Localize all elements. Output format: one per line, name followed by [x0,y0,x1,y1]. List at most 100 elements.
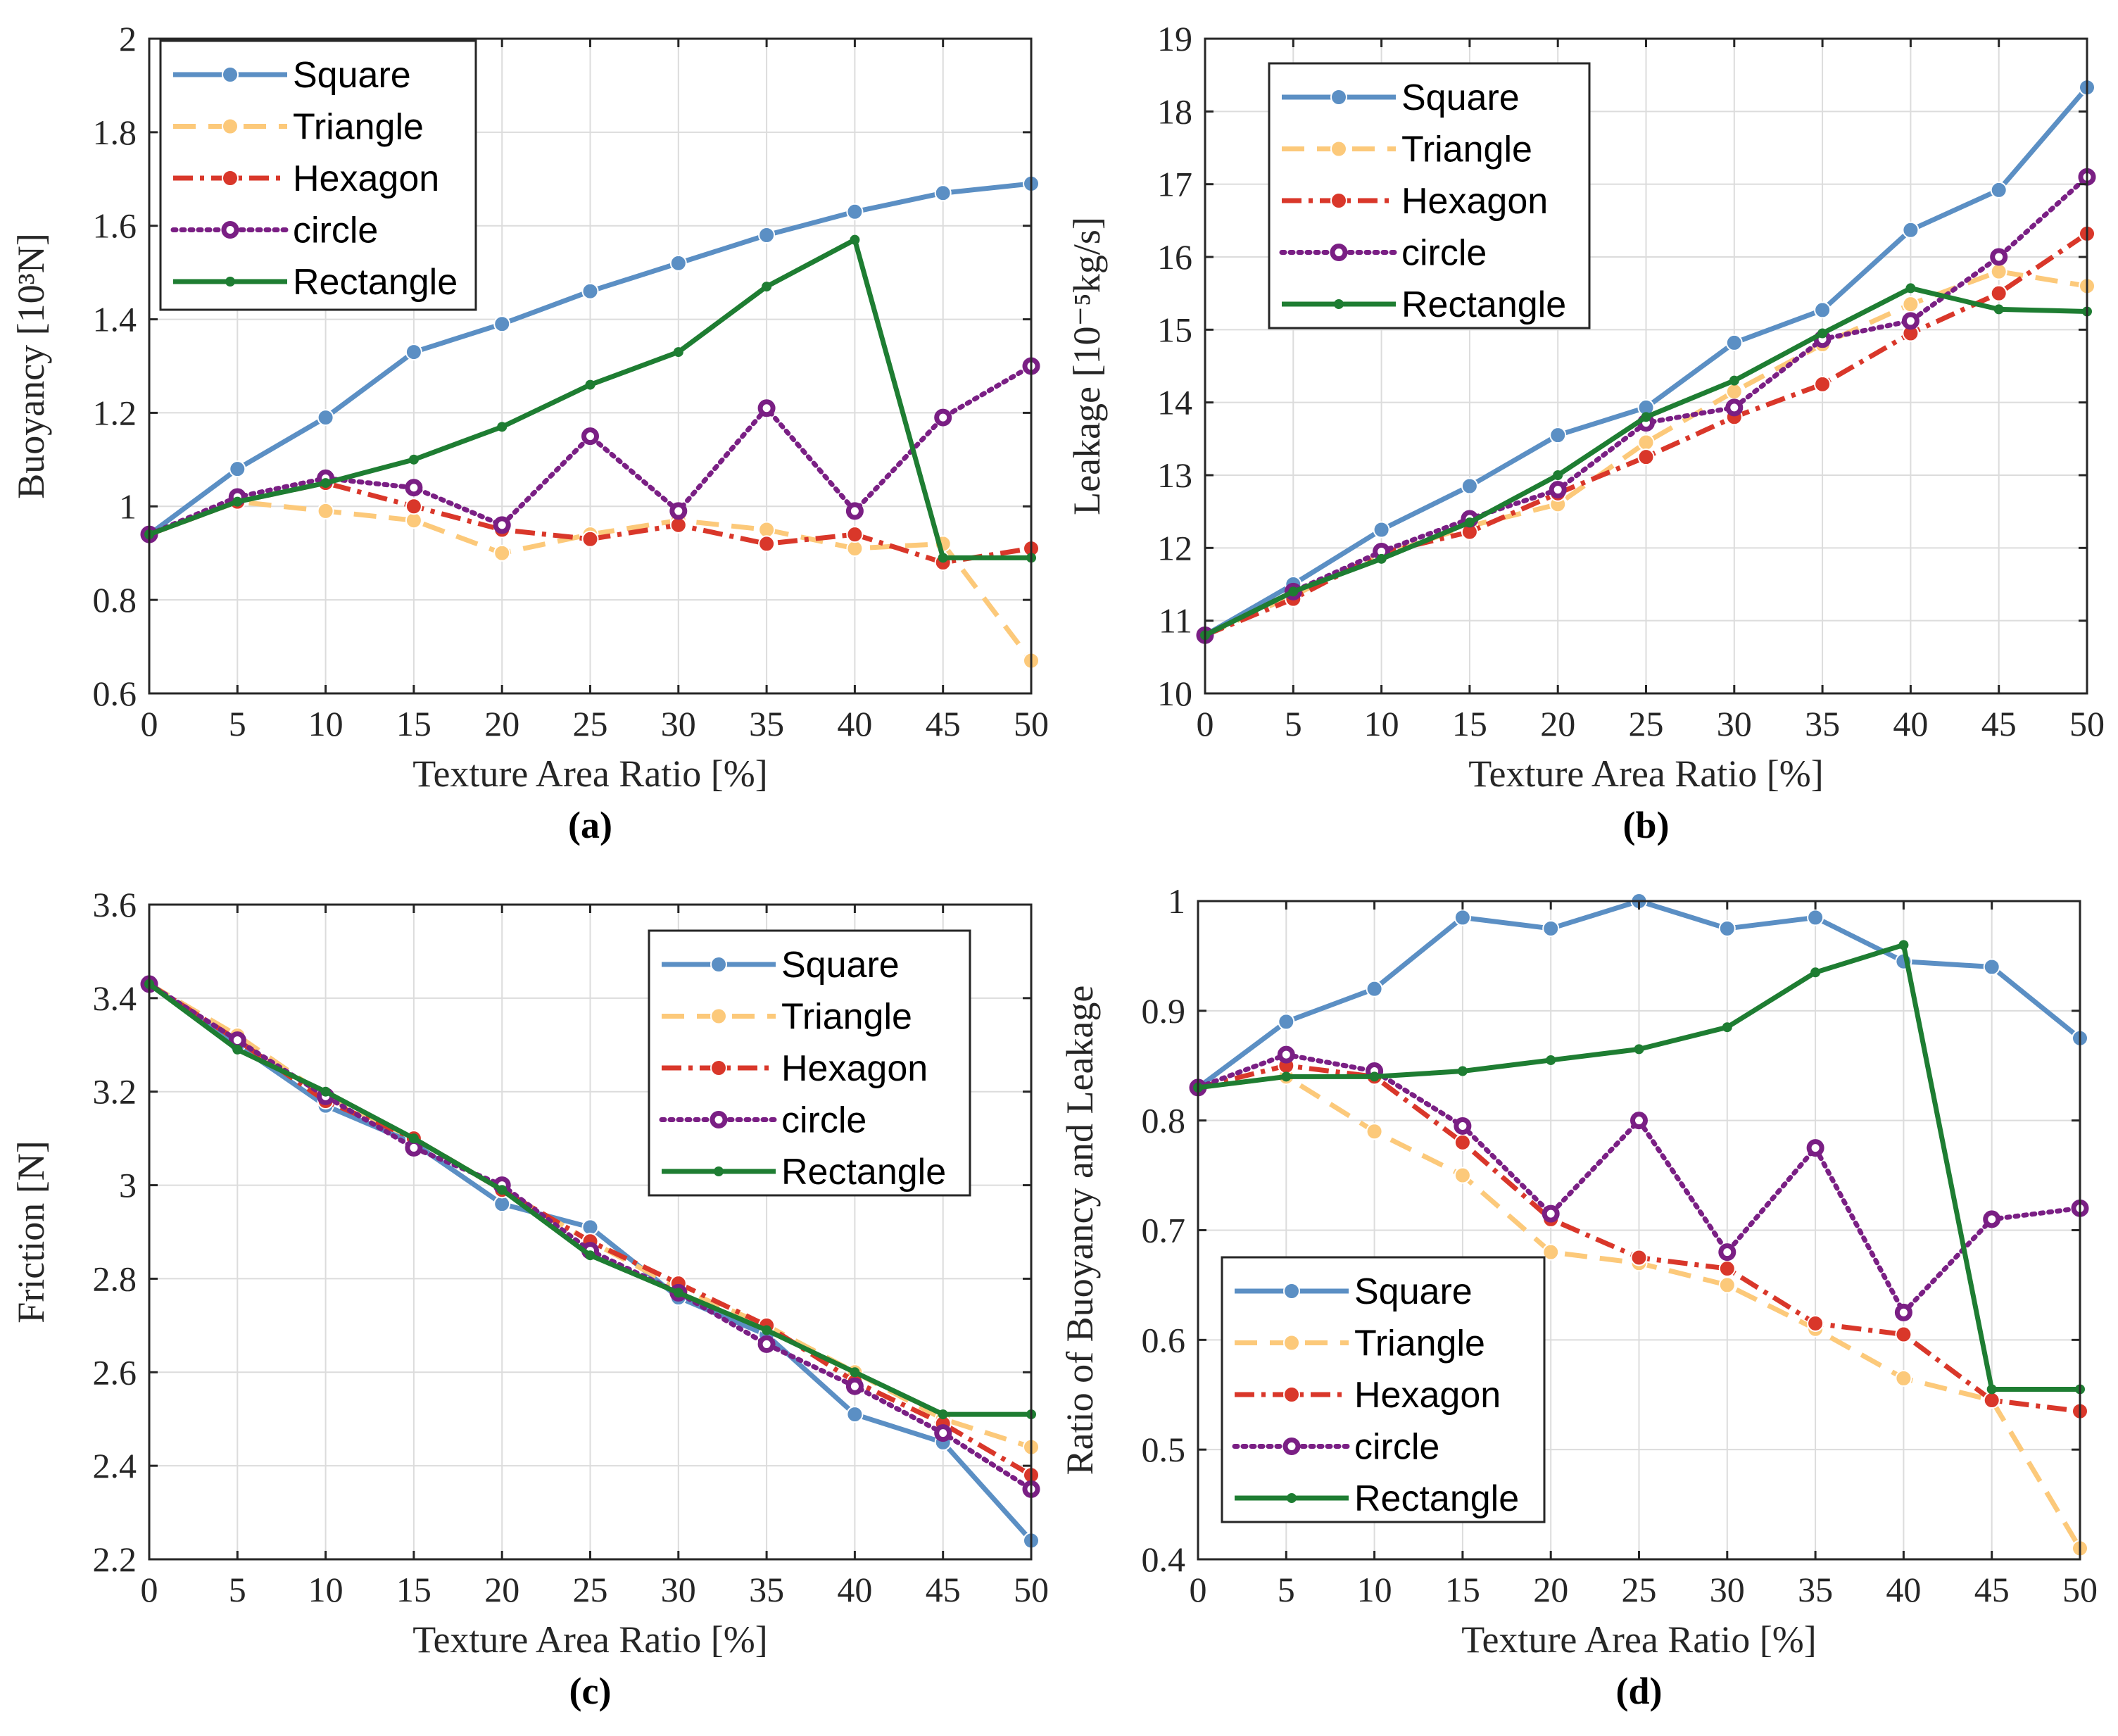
data-point [1542,1204,1560,1223]
data-point [405,344,422,361]
y-tick-label: 12 [1157,528,1192,567]
y-tick-label: 1 [1168,881,1185,921]
y-tick-label: 2.4 [93,1446,137,1485]
legend-marker [221,221,239,239]
series-line [146,363,1034,537]
x-tick-label: 35 [1798,1570,1833,1609]
legend-marker [222,118,239,135]
data-point [1718,1243,1736,1262]
data-point [493,1195,511,1213]
data-point [669,254,687,272]
series-rectangle [1193,940,2085,1395]
data-point [1637,448,1655,466]
x-tick-label: 5 [1278,1570,1295,1609]
data-point [1990,248,2008,266]
legend-box [1221,1256,1546,1523]
data-point [757,1335,776,1353]
y-tick-label: 3.2 [93,1072,137,1112]
data-point [850,234,860,245]
data-point [1806,1139,1824,1157]
data-point [846,526,864,543]
x-tick-label: 35 [749,704,784,743]
y-tick-label: 0.9 [1142,991,1186,1031]
x-tick-label: 20 [484,704,519,743]
panel-label: (a) [568,804,612,846]
data-point [1373,521,1390,539]
y-tick-label: 15 [1157,310,1192,349]
data-point [493,544,511,562]
legend-item: Hexagon [662,1048,928,1089]
data-point [1634,1044,1644,1055]
y-tick-label: 1.2 [93,393,137,432]
y-tick-label: 0.7 [1142,1211,1186,1250]
data-point [229,460,246,478]
x-tick-label: 30 [1717,704,1752,743]
data-point [1895,1369,1912,1387]
data-point [758,521,776,539]
data-point [405,479,423,497]
x-tick-label: 30 [1710,1570,1745,1609]
legend-marker [710,1111,728,1128]
data-point [846,540,864,558]
series-rectangle [144,234,1036,563]
data-point [497,422,508,432]
y-tick-label: 3.6 [93,885,137,924]
legend-item: Triangle [1282,130,1532,170]
x-axis-label: Texture Area Ratio [%] [1468,753,1824,795]
x-tick-label: 25 [1622,1570,1657,1609]
x-tick-label: 40 [837,1570,872,1609]
y-tick-label: 0.6 [93,674,137,713]
y-tick-label: 0.4 [1142,1540,1186,1579]
legend-item: Triangle [662,997,912,1038]
data-point [1725,383,1743,401]
y-tick-label: 3 [119,1166,137,1205]
data-point [846,1406,864,1423]
y-tick-label: 16 [1157,237,1192,277]
x-tick-label: 0 [141,1570,158,1609]
legend: Square Triangle Hexagon circle Rectangle [648,929,971,1197]
x-tick-label: 50 [1014,1570,1049,1609]
data-point [408,1133,419,1144]
data-point [317,502,334,520]
data-point [1376,553,1387,564]
y-axis-label: Friction [N] [10,1140,52,1323]
x-tick-label: 40 [837,704,872,743]
data-point [1281,1071,1292,1082]
data-point [1464,517,1475,528]
data-point [581,282,599,300]
data-point [938,553,948,563]
y-tick-label: 2.6 [93,1352,137,1392]
data-point [1454,1117,1472,1135]
x-tick-label: 10 [1364,704,1399,743]
data-point [934,1424,952,1442]
legend-label: Square [781,945,900,986]
legend-item: Square [1282,77,1520,118]
data-point [845,1377,864,1395]
x-tick-label: 45 [1981,704,2017,743]
legend-label: Rectangle [781,1152,946,1193]
data-point [1725,398,1744,417]
x-tick-label: 25 [573,1570,608,1609]
y-tick-label: 0.5 [1142,1430,1186,1469]
legend-item: circle [659,1100,866,1141]
x-tick-label: 45 [926,704,961,743]
data-point [1549,427,1567,444]
data-point [1461,477,1478,495]
x-tick-label: 30 [661,1570,696,1609]
data-point [1990,284,2007,302]
data-point [1288,586,1299,597]
y-axis-label: Leakage [10⁻⁵kg/s] [1066,217,1108,515]
legend-marker [1282,1438,1301,1455]
data-point [1718,919,1736,937]
legend-item: Triangle [173,107,424,148]
legend-label: Triangle [781,997,912,1038]
x-tick-label: 15 [396,1570,431,1609]
x-tick-label: 10 [308,704,343,743]
legend-item: Triangle [1235,1323,1485,1364]
legend-label: circle [1354,1427,1439,1468]
legend: Square Triangle Hexagon circle Rectangle [1268,62,1591,329]
legend-item: Rectangle [662,1152,946,1193]
series-line [148,499,1033,662]
data-point [1457,1066,1468,1076]
